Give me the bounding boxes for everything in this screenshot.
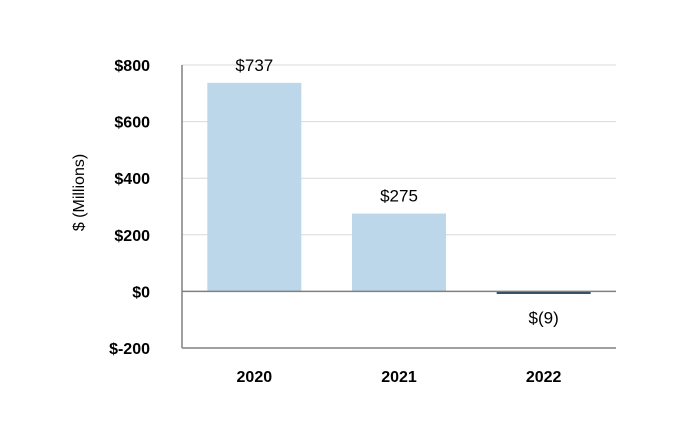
data-label: $737 xyxy=(235,56,273,75)
y-axis-title: $ (Millions) xyxy=(71,154,88,231)
data-label: $(9) xyxy=(529,308,559,327)
y-tick-label: $-200 xyxy=(109,341,150,358)
y-tick-label: $0 xyxy=(132,284,150,301)
y-tick-label: $600 xyxy=(114,115,150,132)
data-labels: $737 $275 $(9) xyxy=(235,56,558,328)
bar-2022 xyxy=(496,291,591,294)
bar-2021 xyxy=(352,213,446,292)
y-tick-label: $800 xyxy=(114,58,150,75)
bars xyxy=(207,82,591,294)
x-tick-label: 2022 xyxy=(526,369,562,386)
y-tick-label: $400 xyxy=(114,171,150,188)
x-tick-label: 2021 xyxy=(381,369,417,386)
axes xyxy=(181,65,616,349)
bar-2020 xyxy=(207,82,302,292)
x-tick-label: 2020 xyxy=(237,369,273,386)
y-tick-labels: $800 $600 $400 $200 $0 $-200 xyxy=(109,58,150,358)
x-tick-labels: 2020 2021 2022 xyxy=(237,369,562,386)
data-label: $275 xyxy=(380,187,418,206)
y-tick-label: $200 xyxy=(114,228,150,245)
